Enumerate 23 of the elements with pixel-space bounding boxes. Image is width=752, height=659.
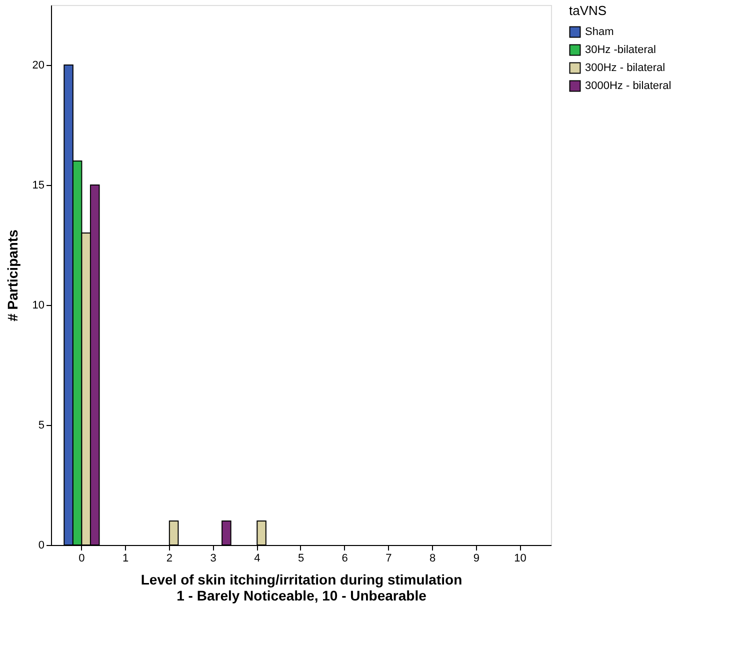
- y-tick-label: 5: [38, 420, 44, 432]
- y-tick-label: 20: [32, 60, 44, 72]
- legend-label: 3000Hz - bilateral: [585, 80, 672, 92]
- x-tick-label: 5: [298, 552, 304, 564]
- x-tick-label: 0: [78, 552, 85, 564]
- x-tick-label: 7: [386, 552, 392, 564]
- legend-label: 30Hz -bilateral: [585, 44, 656, 56]
- y-axis-title: # Participants: [4, 229, 20, 322]
- legend-label: 300Hz - bilateral: [585, 62, 666, 74]
- x-tick-label: 9: [473, 552, 480, 564]
- x-tick-label: 6: [342, 552, 348, 564]
- y-tick-label: 15: [32, 180, 44, 192]
- x-tick-label: 2: [166, 552, 172, 564]
- y-tick-label: 0: [38, 540, 44, 552]
- x-tick-label: 10: [514, 552, 526, 564]
- y-tick-label: 10: [32, 300, 44, 312]
- x-tick-label: 3: [210, 552, 216, 564]
- x-tick-label: 4: [254, 552, 260, 564]
- legend-label: Sham: [585, 26, 614, 38]
- x-tick-label: 8: [430, 552, 436, 564]
- x-axis-title: Level of skin itching/irritation during stimulation 1 - Barely Noticeable, 10 - Unbearable: [140, 572, 462, 604]
- legend-title: taVNS: [569, 3, 607, 18]
- x-tick-label: 1: [122, 552, 129, 564]
